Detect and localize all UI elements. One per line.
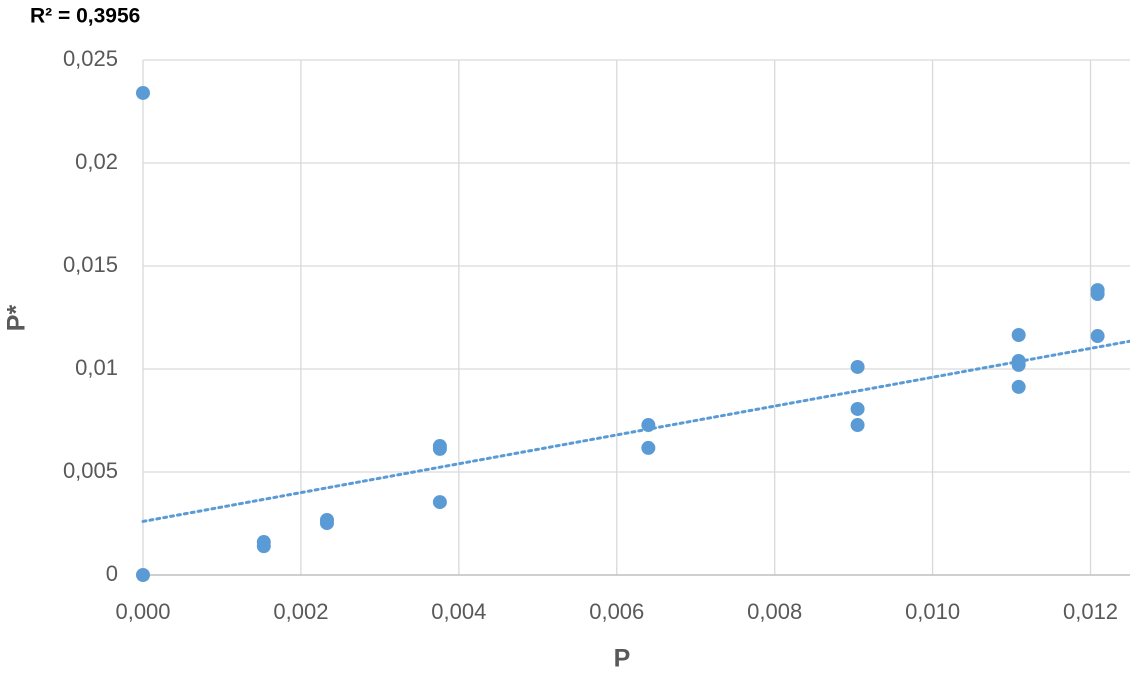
y-axis-title: P* — [3, 305, 31, 332]
data-point — [850, 401, 865, 416]
y-tick-label: 0,02 — [75, 149, 118, 174]
trendline — [141, 339, 1130, 523]
x-tick-label: 0,012 — [1063, 599, 1118, 624]
y-tick-label: 0,005 — [63, 458, 118, 483]
x-tick-label: 0,006 — [589, 599, 644, 624]
data-point — [1011, 379, 1026, 394]
y-tick-label: 0 — [106, 561, 118, 586]
data-point — [136, 85, 150, 100]
data-point — [1011, 357, 1026, 372]
x-tick-label: 0,008 — [747, 599, 802, 624]
data-point — [1011, 328, 1026, 343]
data-point — [1090, 287, 1105, 302]
x-axis-title: P — [614, 645, 631, 673]
x-tick-label: 0,004 — [431, 599, 486, 624]
data-point — [432, 441, 447, 456]
data-point — [1090, 329, 1105, 344]
data-point — [319, 516, 334, 531]
data-point — [641, 418, 656, 433]
y-tick-label: 0,01 — [75, 355, 118, 380]
x-tick-label: 0,010 — [905, 599, 960, 624]
y-tick-label: 0,025 — [63, 46, 118, 71]
data-point — [850, 418, 865, 433]
data-point — [432, 495, 447, 510]
data-point — [641, 440, 656, 455]
x-tick-label: 0,000 — [115, 599, 170, 624]
y-tick-label: 0,015 — [63, 252, 118, 277]
data-point — [850, 359, 865, 374]
r-squared-annotation: R² = 0,3956 — [30, 5, 140, 28]
data-point — [136, 568, 150, 582]
data-point — [256, 539, 271, 554]
x-tick-label: 0,002 — [273, 599, 328, 624]
